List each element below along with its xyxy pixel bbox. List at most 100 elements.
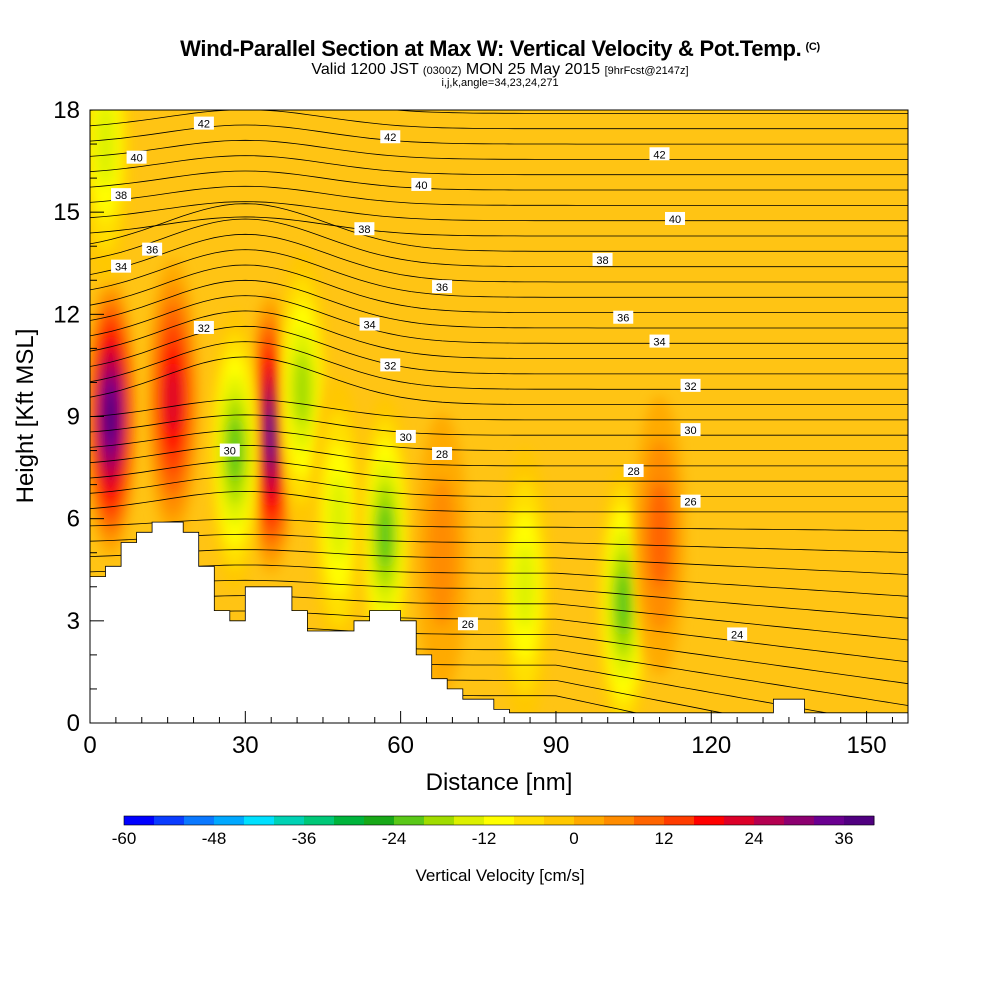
contour-label-box xyxy=(193,116,214,130)
contour-label: 36 xyxy=(432,280,453,294)
contour-label-box xyxy=(142,242,163,256)
contour-label: 42 xyxy=(380,130,401,144)
contour-label-text: 42 xyxy=(384,132,396,144)
y-tick-label: 12 xyxy=(53,301,80,328)
contour-label-text: 32 xyxy=(384,360,396,372)
contour-label-box xyxy=(649,147,670,161)
contour-label: 38 xyxy=(592,252,613,267)
theta-contour xyxy=(90,279,908,329)
contour-label-text: 38 xyxy=(596,255,608,267)
contour-label-text: 30 xyxy=(224,446,236,458)
colorbar: -60 -48 -36 -24 -12 0 12 24 36 xyxy=(112,815,875,848)
theta-contour xyxy=(90,249,908,298)
contour-label-text: 40 xyxy=(130,153,142,165)
grid-indices: i,j,k,angle=34,23,24,271 xyxy=(441,77,559,89)
colorbar-swatch xyxy=(154,816,185,825)
contour-label: 28 xyxy=(623,463,644,478)
velocity-cell-level xyxy=(104,393,117,440)
contour-label: 38 xyxy=(111,188,132,202)
velocity-cell-level xyxy=(293,353,311,426)
velocity-cell-level xyxy=(329,476,349,562)
theta-contour xyxy=(90,429,908,451)
colorbar-swatch xyxy=(724,816,755,825)
velocity-cell xyxy=(146,259,199,540)
contour-label: 40 xyxy=(665,211,686,226)
contour-label-text: 42 xyxy=(653,149,665,161)
y-tick-label: 18 xyxy=(53,97,80,124)
potential-temperature-contours xyxy=(90,110,908,723)
colorbar-swatch xyxy=(784,816,815,825)
contour-label: 34 xyxy=(359,317,380,332)
contour-label: 40 xyxy=(126,150,147,165)
contour-label-box xyxy=(680,423,701,437)
velocity-cell-level xyxy=(615,572,631,636)
contour-label-box xyxy=(411,177,432,191)
x-tick-label: 0 xyxy=(83,732,96,759)
velocity-cell xyxy=(312,378,365,659)
colorbar-tick-label: -12 xyxy=(472,829,497,848)
colorbar-tick-label: -24 xyxy=(382,829,407,848)
contour-label-text: 38 xyxy=(115,190,127,202)
contour-label: 24 xyxy=(727,627,748,641)
colorbar-swatch xyxy=(304,816,335,825)
valid-date: MON 25 May 2015 xyxy=(465,61,601,78)
colorbar-swatch xyxy=(184,816,215,825)
contour-label: 34 xyxy=(111,259,132,274)
colorbar-tick-label: 36 xyxy=(835,829,854,848)
colorbar-swatch xyxy=(214,816,245,825)
contour-label-text: 42 xyxy=(198,119,210,131)
contour-label-text: 26 xyxy=(462,619,474,631)
velocity-cell-level xyxy=(96,110,116,187)
theta-contour xyxy=(90,295,908,344)
x-tick-label: 60 xyxy=(387,732,414,759)
contour-label: 42 xyxy=(193,116,214,131)
velocity-cell xyxy=(90,110,132,285)
colorbar-swatch xyxy=(604,816,635,825)
theta-contour xyxy=(90,218,908,268)
velocity-cell xyxy=(498,446,551,723)
contour-label: 30 xyxy=(680,423,701,437)
velocity-cell xyxy=(416,412,469,693)
contour-label: 38 xyxy=(354,222,375,236)
colorbar-swatch xyxy=(124,816,155,825)
theta-contour xyxy=(90,341,908,390)
contour-label-box xyxy=(592,252,613,266)
contour-label-box xyxy=(380,358,401,372)
contour-label-box xyxy=(354,222,375,236)
theta-contour xyxy=(90,216,908,237)
colorbar-swatch xyxy=(754,816,785,825)
theta-contour xyxy=(90,233,908,283)
contour-label-text: 30 xyxy=(400,432,412,444)
colorbar-tick-label: -36 xyxy=(292,829,317,848)
theta-contour xyxy=(90,595,908,641)
forecast-info: [9hrFcst@2147z] xyxy=(604,65,689,77)
contour-label-box xyxy=(623,463,644,477)
contour-label-text: 30 xyxy=(684,425,696,437)
contour-label-box xyxy=(111,188,132,202)
theta-contour xyxy=(90,264,908,313)
contour-label-text: 24 xyxy=(731,629,743,641)
theta-contour xyxy=(90,203,908,252)
theta-contour xyxy=(90,414,908,436)
contour-label-text: 34 xyxy=(115,262,127,274)
chart-subtitle: Valid 1200 JST (0300Z) MON 25 May 2015 [… xyxy=(0,61,1000,79)
theta-contour xyxy=(90,399,908,421)
contour-label-text: 38 xyxy=(358,224,370,236)
colorbar-tick-label: 24 xyxy=(745,829,764,848)
contour-label: 42 xyxy=(649,147,670,161)
contour-label-text: 32 xyxy=(198,323,210,335)
contour-label-text: 40 xyxy=(669,214,681,226)
y-axis-label: Height [Kft MSL] xyxy=(12,329,39,504)
colorbar-frame xyxy=(123,815,875,826)
theta-contour xyxy=(90,201,908,222)
colorbar-swatch xyxy=(814,816,845,825)
velocity-cell-level xyxy=(427,477,458,628)
contour-label: 32 xyxy=(680,378,701,393)
y-tick-label: 3 xyxy=(67,608,80,635)
contour-label-box xyxy=(359,317,380,331)
contour-label: 32 xyxy=(193,320,214,335)
theta-contour xyxy=(90,325,908,375)
chart-title: Wind-Parallel Section at Max W: Vertical… xyxy=(0,36,1000,62)
theta-contour xyxy=(90,155,908,176)
